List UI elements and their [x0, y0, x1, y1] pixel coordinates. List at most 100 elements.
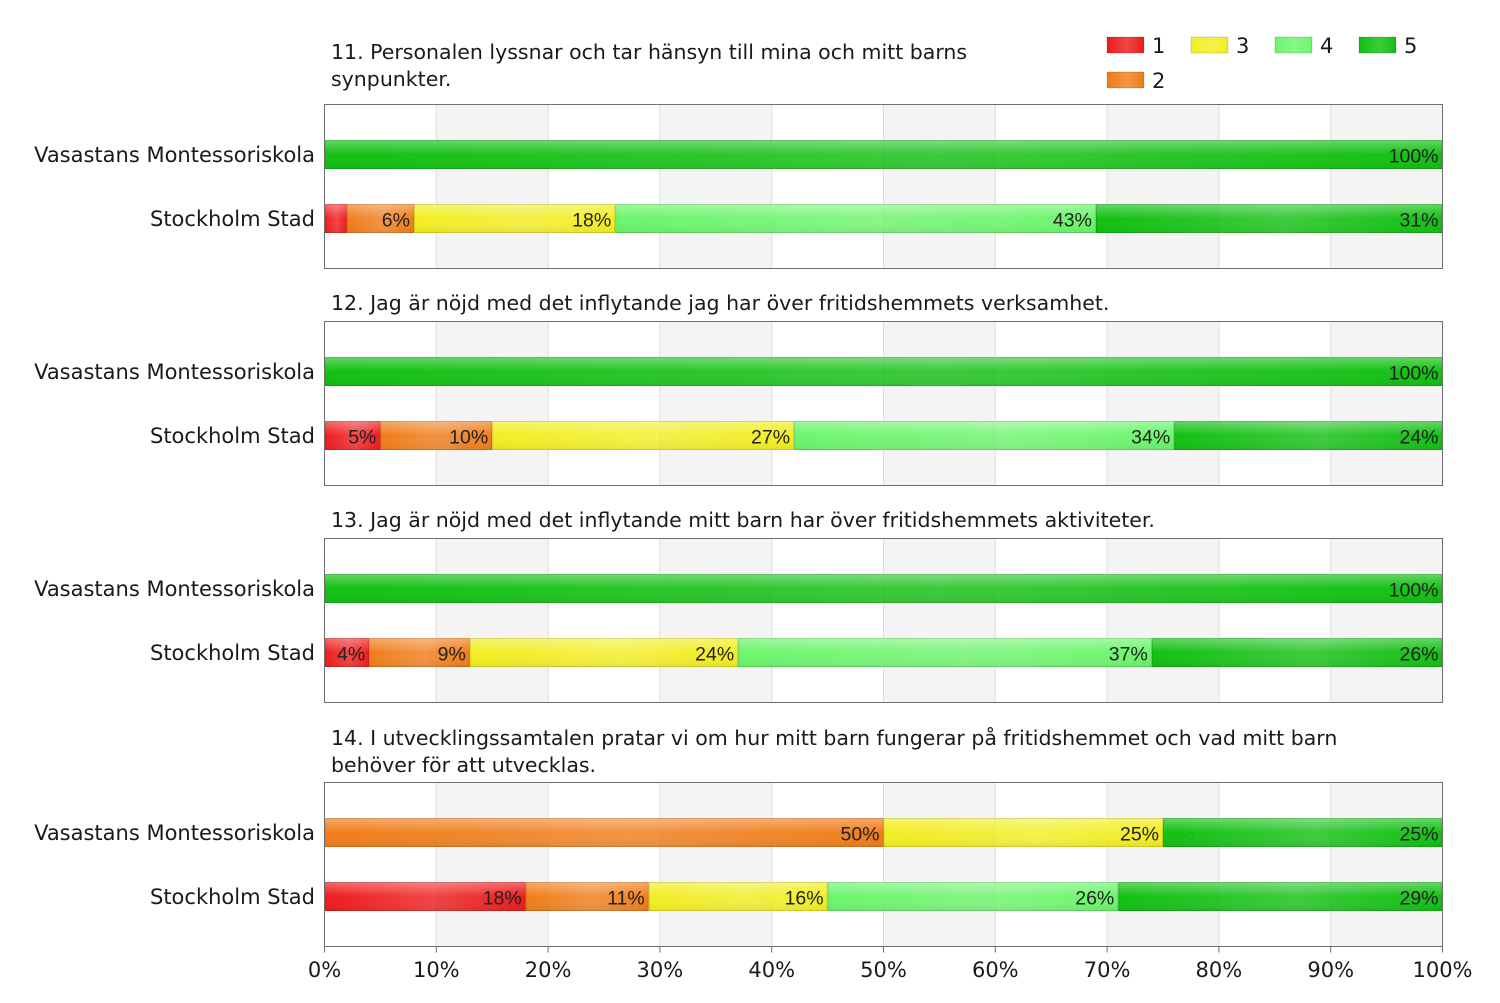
grid-band [659, 538, 772, 703]
data-label: 34% [1131, 427, 1170, 449]
grid-band [995, 782, 1108, 947]
bar-edge [369, 638, 470, 667]
data-label: 18% [483, 888, 522, 910]
grid-band [1107, 104, 1219, 269]
grid-band [548, 321, 660, 486]
bar-gloss [1118, 882, 1443, 911]
legend-label: 2 [1152, 69, 1165, 93]
legend-label: 1 [1152, 34, 1165, 58]
data-label: 26% [1075, 888, 1114, 910]
legend-swatch [1190, 36, 1229, 54]
tick-label: 80% [1196, 958, 1243, 982]
tick-label: 30% [637, 958, 684, 982]
grid-band [995, 538, 1108, 703]
data-label: 25% [1399, 824, 1438, 846]
bar-gloss [324, 357, 1443, 386]
category-label: Vasastans Montessoriskola [34, 360, 315, 384]
legend-swatch [1106, 71, 1145, 89]
tick-label: 20% [525, 958, 572, 982]
question-title: 11. Personalen lyssnar och tar hänsyn ti… [331, 40, 967, 64]
bar-gloss [648, 882, 828, 911]
grid-band [1218, 321, 1331, 486]
grid-band [883, 104, 996, 269]
legend-swatch [1106, 36, 1145, 54]
grid-band [1107, 321, 1219, 486]
bar-gloss [324, 818, 884, 847]
grid-band [1107, 782, 1219, 947]
data-label: 24% [695, 644, 734, 666]
grid-band [324, 538, 437, 703]
bar-edge [346, 204, 414, 233]
grid-band [771, 321, 884, 486]
legend-label: 4 [1320, 34, 1333, 58]
data-label: 26% [1399, 644, 1438, 666]
question-panel-3 [324, 538, 1443, 703]
tick-label: 10% [413, 958, 460, 982]
grid-band [771, 104, 884, 269]
legend-label: 3 [1236, 34, 1249, 58]
legend-swatch [1274, 36, 1313, 54]
data-label: 27% [751, 427, 790, 449]
bar-gloss [1163, 818, 1443, 847]
bar-gloss [413, 204, 616, 233]
panel-border [324, 321, 1443, 486]
data-label: 100% [1389, 363, 1439, 385]
grid-band [883, 538, 996, 703]
bar-edge [615, 204, 1096, 233]
bar-edge [380, 421, 493, 450]
data-label: 25% [1120, 824, 1159, 846]
bar-gloss [324, 204, 347, 233]
category-label: Vasastans Montessoriskola [34, 143, 315, 167]
data-label: 100% [1389, 146, 1439, 168]
question-title: 13. Jag är nöjd med det inflytande mitt … [331, 508, 1155, 532]
data-label: 50% [840, 824, 879, 846]
grid-band [1330, 538, 1443, 703]
grid-band [771, 538, 884, 703]
legend-label: 5 [1404, 34, 1417, 58]
bar-gloss [1151, 638, 1443, 667]
bar-gloss [492, 421, 795, 450]
grid-band [883, 782, 996, 947]
data-label: 10% [449, 427, 488, 449]
grid-band [659, 321, 772, 486]
question-panel-4 [324, 782, 1443, 947]
grid-band [771, 782, 884, 947]
data-label: 43% [1053, 210, 1092, 232]
tick-label: 60% [972, 958, 1019, 982]
bar-gloss [525, 882, 649, 911]
data-label: 11% [607, 888, 645, 910]
bar-edge [469, 638, 739, 667]
data-label: 31% [1399, 210, 1438, 232]
grid-band [548, 104, 660, 269]
data-label: 16% [785, 888, 824, 910]
tick-label: 90% [1307, 958, 1354, 982]
bar-gloss [615, 204, 1096, 233]
bar-gloss [324, 140, 1443, 169]
bar-gloss [1095, 204, 1443, 233]
category-label: Stockholm Stad [150, 424, 315, 448]
bar-edge [648, 882, 828, 911]
grid-band [548, 538, 660, 703]
tick-label: 0% [308, 958, 341, 982]
bar-edge [794, 421, 1175, 450]
tick-label: 70% [1084, 958, 1131, 982]
grid-band [659, 104, 772, 269]
bar-edge [413, 204, 616, 233]
grid-band [659, 782, 772, 947]
question-title: synpunkter. [331, 67, 451, 91]
bar-gloss [1174, 421, 1443, 450]
bar-gloss [369, 638, 470, 667]
data-label: 5% [348, 427, 376, 449]
bar-gloss [324, 421, 381, 450]
data-label: 9% [438, 644, 466, 666]
legend-swatch [1358, 36, 1397, 54]
tick-label: 40% [748, 958, 795, 982]
panel-border [324, 104, 1443, 269]
grid-band [1218, 104, 1331, 269]
grid-band [1218, 782, 1331, 947]
bar-gloss [324, 882, 526, 911]
grid-band [1330, 104, 1443, 269]
data-label: 37% [1109, 644, 1148, 666]
bar-edge [827, 882, 1119, 911]
